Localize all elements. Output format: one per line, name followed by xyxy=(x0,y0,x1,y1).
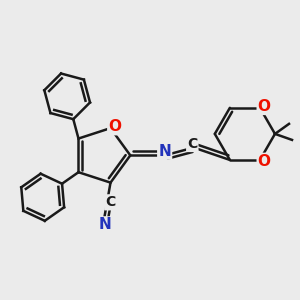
Text: C: C xyxy=(105,195,116,209)
Text: O: O xyxy=(258,154,271,169)
Text: O: O xyxy=(258,99,271,114)
Text: N: N xyxy=(99,218,112,232)
Text: O: O xyxy=(108,119,121,134)
Text: C: C xyxy=(187,137,197,151)
Text: N: N xyxy=(158,144,171,159)
